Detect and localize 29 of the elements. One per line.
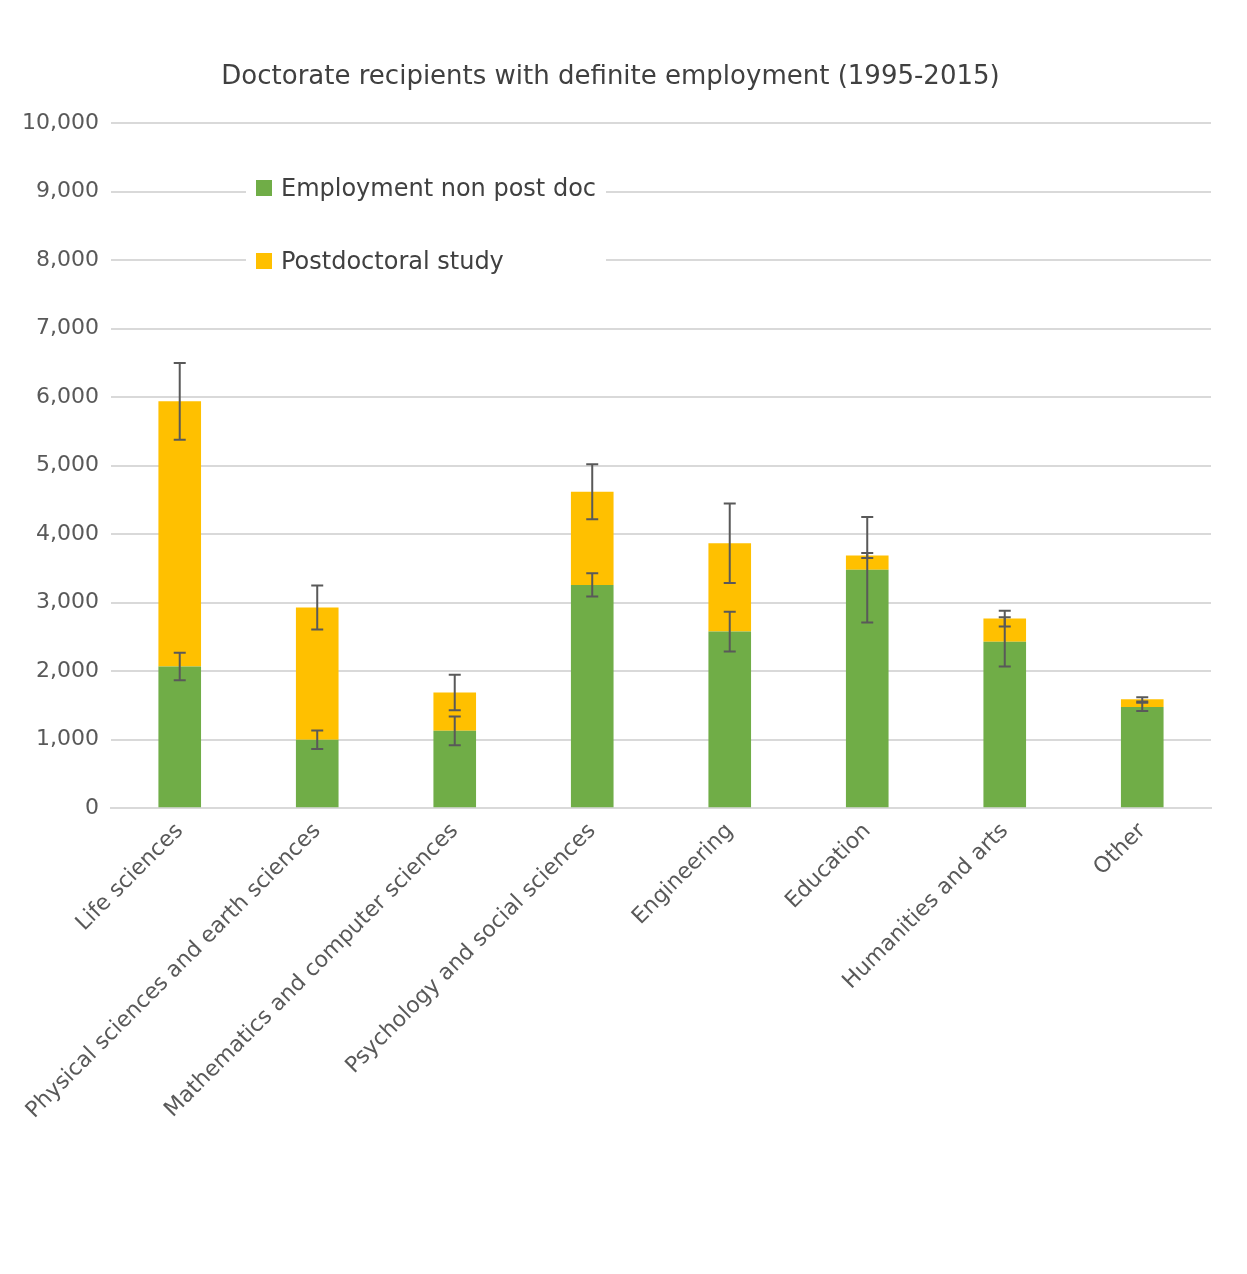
bar	[1120, 706, 1164, 808]
y-tick-label: 5,000	[35, 451, 99, 477]
bar	[845, 569, 889, 808]
bar	[295, 739, 339, 808]
bar	[708, 543, 752, 632]
bar	[158, 401, 202, 667]
y-tick-label: 6,000	[35, 382, 99, 408]
legend-label: Employment non post doc	[280, 173, 597, 202]
bar	[845, 555, 889, 570]
bar	[708, 631, 752, 808]
bar	[570, 584, 614, 808]
y-tick-label: 10,000	[21, 108, 99, 134]
bar	[983, 641, 1027, 808]
y-tick-label: 1,000	[35, 725, 99, 751]
y-tick-label: 4,000	[35, 519, 99, 545]
y-tick-label: 0	[84, 793, 99, 819]
y-tick-label: 3,000	[35, 588, 99, 614]
y-tick-label: 9,000	[35, 177, 99, 203]
bar	[158, 666, 202, 808]
legend-label: Postdoctoral study	[280, 246, 504, 275]
y-tick-label: 2,000	[35, 656, 99, 682]
bar	[433, 692, 477, 731]
bar	[570, 491, 614, 585]
bar	[983, 618, 1027, 642]
y-tick-label: 7,000	[35, 314, 99, 340]
y-tick-label: 8,000	[35, 245, 99, 271]
bar	[295, 607, 339, 740]
bar	[433, 730, 477, 808]
chart-title: Doctorate recipients with definite employment (1995-2015)	[221, 60, 1000, 91]
